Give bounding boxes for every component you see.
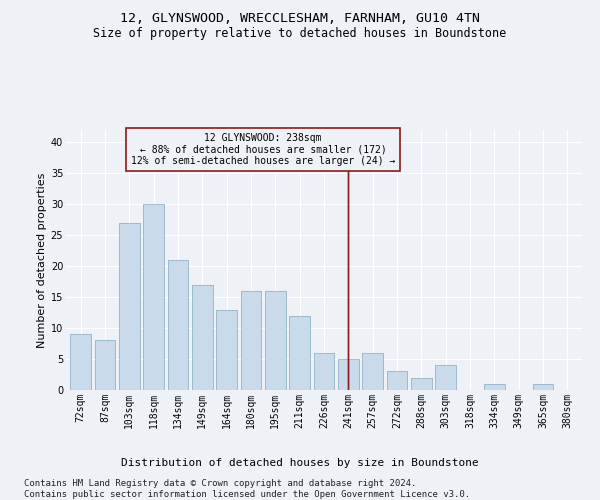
- Bar: [119, 223, 140, 390]
- Bar: [241, 291, 262, 390]
- Bar: [411, 378, 432, 390]
- Bar: [533, 384, 553, 390]
- Bar: [289, 316, 310, 390]
- Bar: [362, 353, 383, 390]
- Bar: [167, 260, 188, 390]
- Bar: [241, 291, 262, 390]
- Bar: [386, 372, 407, 390]
- Bar: [362, 353, 383, 390]
- Text: Distribution of detached houses by size in Boundstone: Distribution of detached houses by size …: [121, 458, 479, 468]
- Bar: [143, 204, 164, 390]
- Bar: [95, 340, 115, 390]
- Bar: [70, 334, 91, 390]
- Bar: [436, 365, 456, 390]
- Bar: [314, 353, 334, 390]
- Bar: [484, 384, 505, 390]
- Text: Contains public sector information licensed under the Open Government Licence v3: Contains public sector information licen…: [24, 490, 470, 499]
- Bar: [95, 340, 115, 390]
- Text: 12 GLYNSWOOD: 238sqm
← 88% of detached houses are smaller (172)
12% of semi-deta: 12 GLYNSWOOD: 238sqm ← 88% of detached h…: [131, 133, 395, 166]
- Bar: [314, 353, 334, 390]
- Bar: [119, 223, 140, 390]
- Bar: [143, 204, 164, 390]
- Text: Size of property relative to detached houses in Boundstone: Size of property relative to detached ho…: [94, 28, 506, 40]
- Bar: [533, 384, 553, 390]
- Bar: [386, 372, 407, 390]
- Bar: [192, 285, 212, 390]
- Bar: [338, 359, 359, 390]
- Bar: [411, 378, 432, 390]
- Text: Contains HM Land Registry data © Crown copyright and database right 2024.: Contains HM Land Registry data © Crown c…: [24, 479, 416, 488]
- Bar: [265, 291, 286, 390]
- Bar: [216, 310, 237, 390]
- Bar: [167, 260, 188, 390]
- Bar: [70, 334, 91, 390]
- Bar: [436, 365, 456, 390]
- Bar: [265, 291, 286, 390]
- Bar: [192, 285, 212, 390]
- Bar: [484, 384, 505, 390]
- Y-axis label: Number of detached properties: Number of detached properties: [37, 172, 47, 348]
- Bar: [289, 316, 310, 390]
- Bar: [216, 310, 237, 390]
- Bar: [338, 359, 359, 390]
- Text: 12, GLYNSWOOD, WRECCLESHAM, FARNHAM, GU10 4TN: 12, GLYNSWOOD, WRECCLESHAM, FARNHAM, GU1…: [120, 12, 480, 26]
